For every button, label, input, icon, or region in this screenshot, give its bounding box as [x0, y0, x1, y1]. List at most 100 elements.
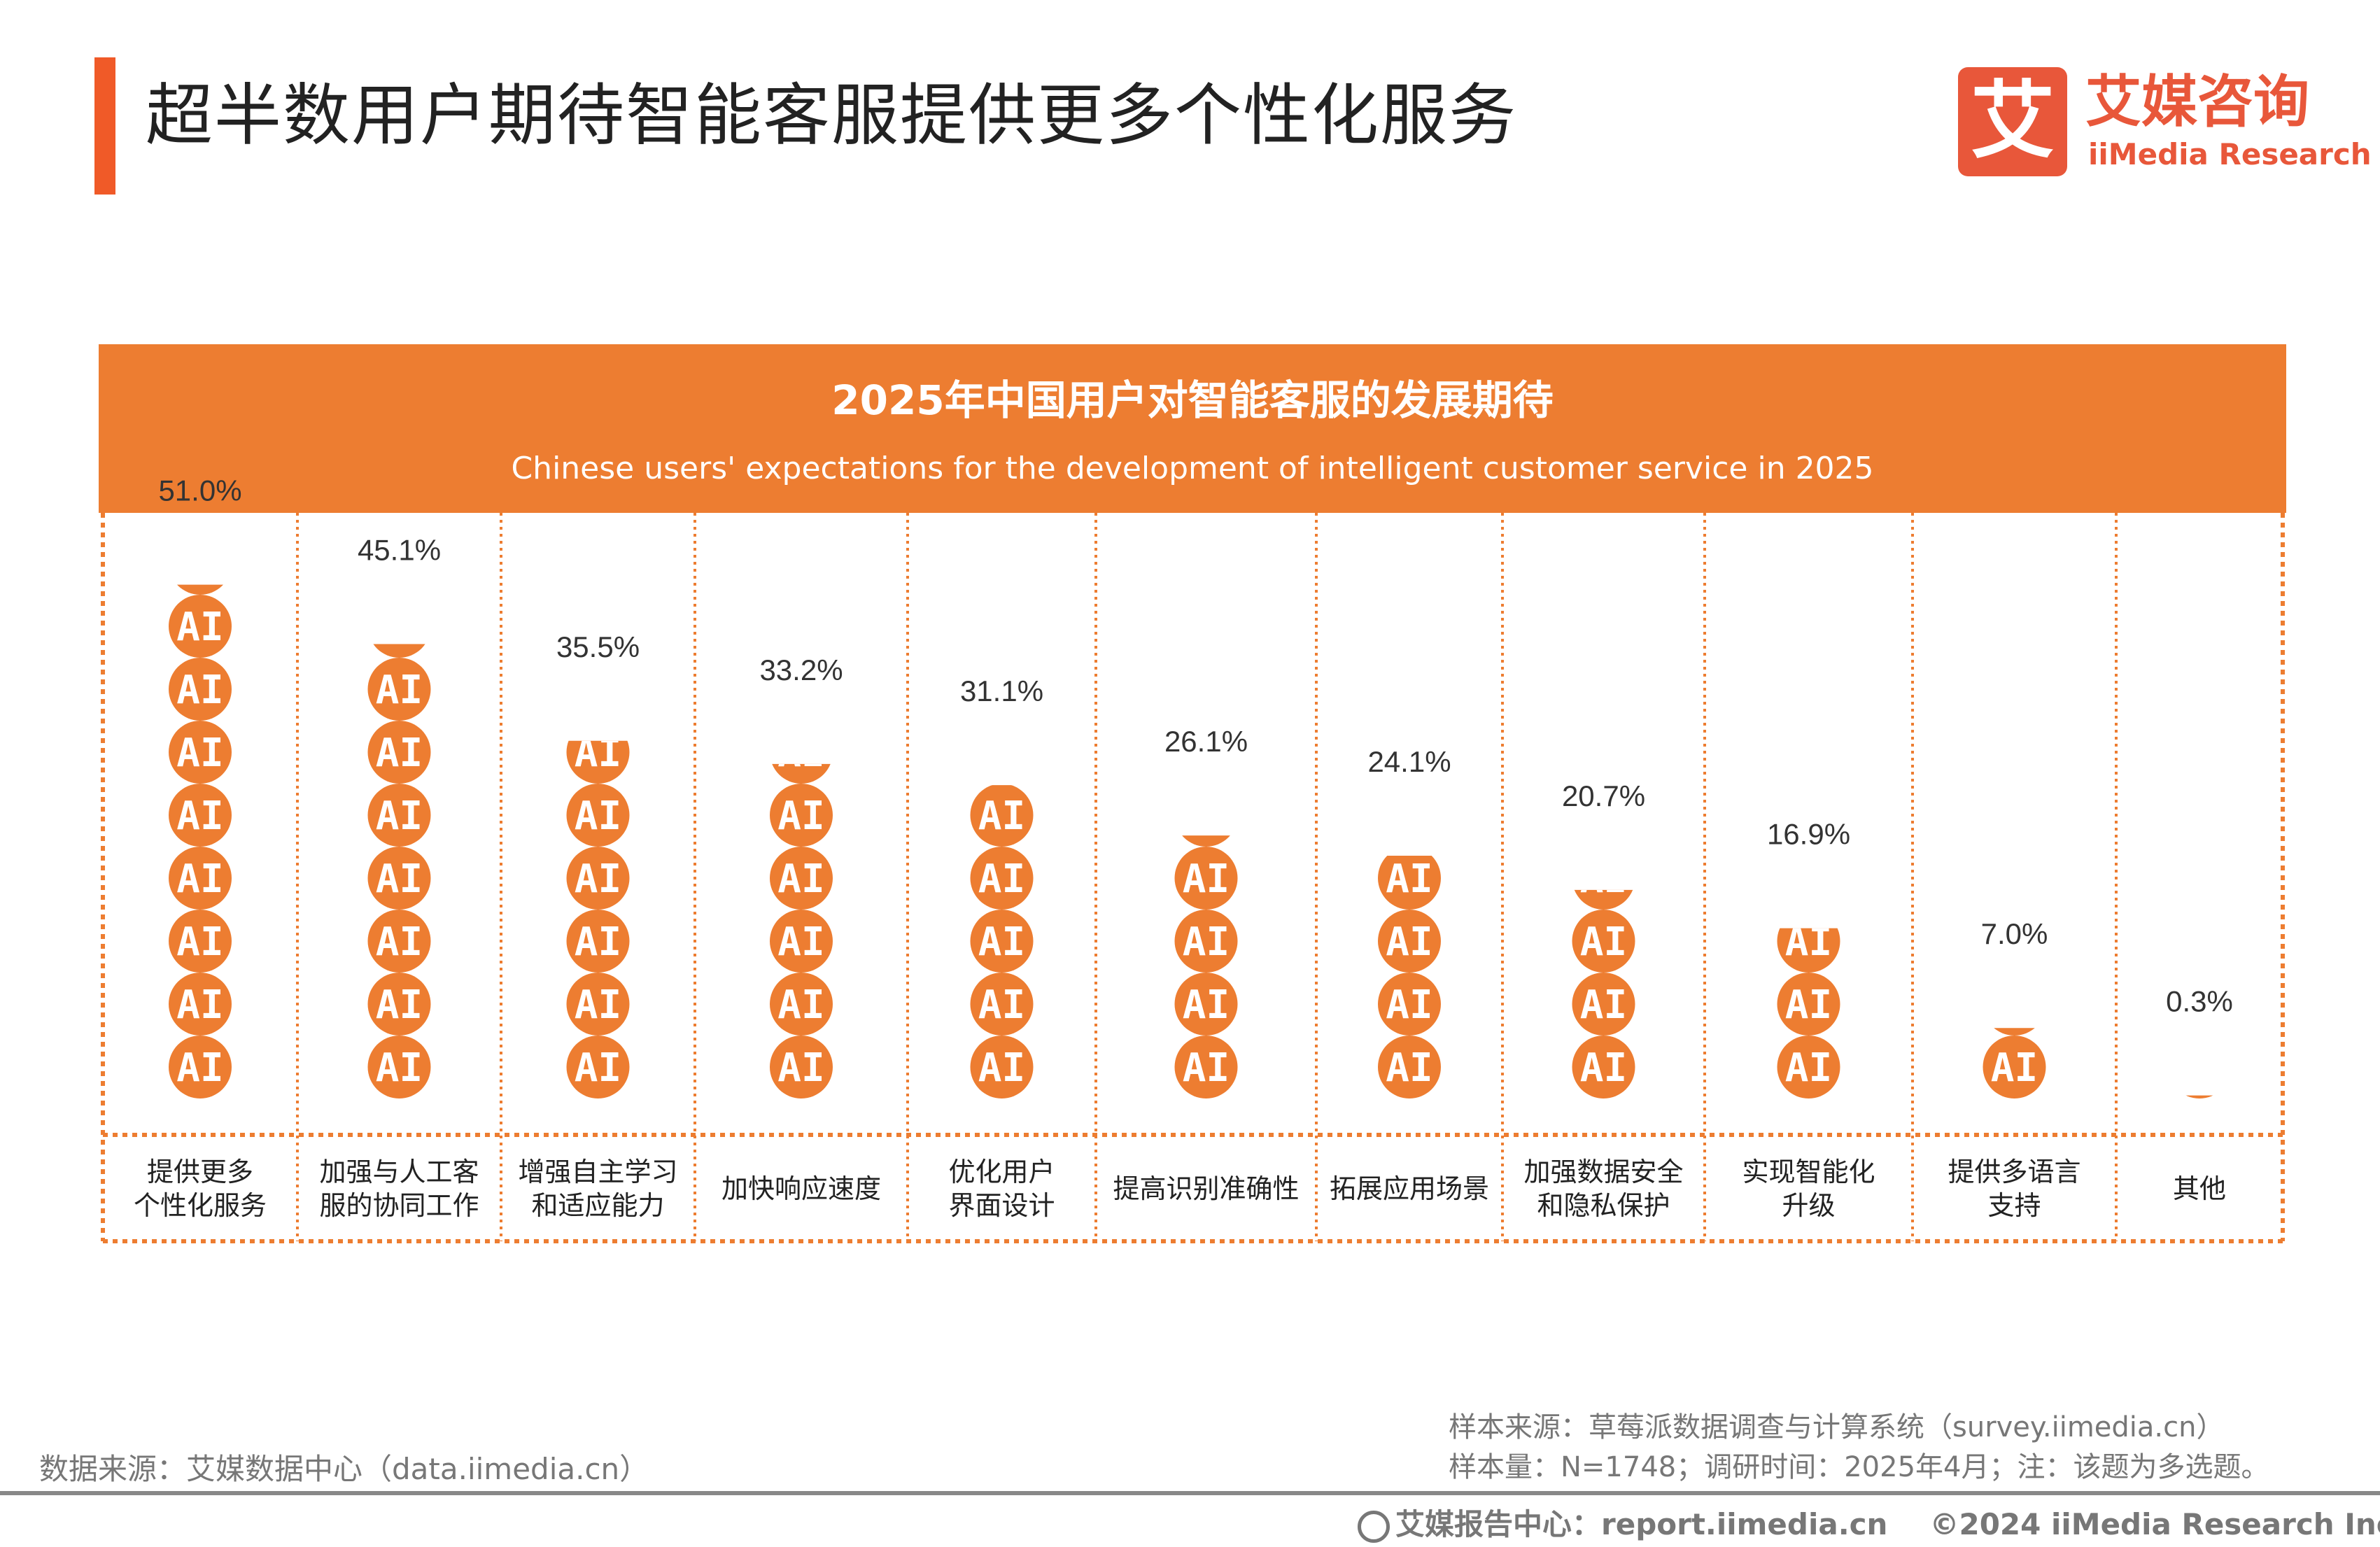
copyright: ©2024 iiMedia Research Inc [1929, 1507, 2380, 1541]
svg-text:AI: AI [376, 667, 423, 713]
ai-circle-icon: AI [169, 721, 232, 784]
svg-text:AI: AI [176, 793, 223, 839]
category-label: 界面设计 [948, 1190, 1055, 1221]
category-label: 加快响应速度 [721, 1173, 881, 1204]
ai-circle-icon: AI [367, 973, 431, 1036]
ai-circle-icon: AI [970, 973, 1034, 1036]
ai-circle-icon: AI [1378, 855, 1441, 910]
value-label: 7.0% [1981, 917, 2048, 950]
category-label: 提供更多 [147, 1157, 253, 1187]
footer: 艾媒报告中心：report.iimedia.cn ©2024 iiMedia Re… [1358, 1501, 2380, 1544]
svg-text:AI: AI [777, 982, 824, 1028]
ai-circle-icon: AI [772, 763, 831, 784]
ai-circle-icon: AI [1174, 847, 1238, 910]
svg-text:AI: AI [978, 982, 1025, 1028]
ai-circle-icon: AI [1174, 1036, 1238, 1099]
svg-text:AI: AI [575, 919, 621, 965]
svg-text:AI: AI [1785, 982, 1832, 1028]
ai-circle-icon: AI [1777, 1036, 1840, 1099]
globe-icon [1358, 1510, 1390, 1543]
ai-circle-icon: AI [1378, 1036, 1441, 1099]
category-label: 加强数据安全 [1523, 1157, 1683, 1187]
ai-circle-icon: AI [367, 910, 431, 973]
category-label: 优化用户 [948, 1157, 1055, 1187]
svg-text:AI: AI [2176, 1045, 2223, 1091]
ai-circle-icon: AI [566, 1036, 630, 1099]
ai-circle-icon: AI [367, 784, 431, 847]
svg-text:AI: AI [777, 856, 824, 902]
svg-text:AI: AI [1386, 1045, 1432, 1091]
ai-circle-icon: AI [169, 658, 232, 721]
page-title: 超半数用户期待智能客服提供更多个性化服务 [146, 76, 1517, 155]
ai-circle-icon: AI [566, 730, 630, 784]
sample-notes: 样本来源：草莓派数据调查与计算系统（survey.iimedia.cn） 样本量… [1449, 1408, 2269, 1488]
svg-text:AI: AI [376, 730, 423, 776]
ai-circle-icon: AI [169, 1036, 232, 1099]
svg-text:AI: AI [176, 919, 223, 965]
category-label: 拓展应用场景 [1330, 1173, 1489, 1204]
ai-circle-icon: AI [770, 1036, 833, 1099]
svg-text:AI: AI [575, 1045, 621, 1091]
category-label: 和适应能力 [531, 1190, 664, 1221]
svg-text:AI: AI [376, 919, 423, 965]
svg-text:AI: AI [978, 1045, 1025, 1091]
category-label: 加强与人工客 [319, 1157, 479, 1187]
ai-circle-icon: AI [373, 644, 425, 658]
ai-circle-icon: AI [1174, 973, 1238, 1036]
svg-text:AI: AI [1386, 919, 1432, 965]
svg-text:AI: AI [176, 667, 223, 713]
ai-circle-icon: AI [566, 784, 630, 847]
ai-circle-icon: AI [1777, 973, 1840, 1036]
svg-text:AI: AI [376, 1045, 423, 1091]
svg-text:AI: AI [1580, 856, 1627, 902]
svg-text:AI: AI [176, 542, 223, 587]
footer-divider [0, 1491, 2380, 1495]
svg-text:AI: AI [1386, 982, 1432, 1028]
svg-text:AI: AI [1183, 919, 1230, 965]
svg-text:AI: AI [376, 856, 423, 902]
value-label: 0.3% [2166, 985, 2233, 1018]
chart-title: 2025年中国用户对智能客服的发展期待 [831, 376, 1554, 424]
value-label: 16.9% [1767, 818, 1850, 851]
ai-circle-icon: AI [1378, 910, 1441, 973]
svg-text:AI: AI [1991, 982, 2038, 1028]
ai-circle-icon: AI [566, 910, 630, 973]
svg-text:AI: AI [777, 1045, 824, 1091]
value-label: 35.5% [556, 630, 640, 663]
category-label: 提高识别准确性 [1113, 1173, 1299, 1204]
svg-text:AI: AI [978, 919, 1025, 965]
category-label: 其他 [2173, 1173, 2226, 1204]
svg-text:AI: AI [176, 856, 223, 902]
ai-circle-icon: AI [770, 847, 833, 910]
value-label: 51.0% [158, 474, 241, 507]
ai-circle-icon: AI [770, 973, 833, 1036]
sample-source: 样本来源：草莓派数据调查与计算系统（survey.iimedia.cn） [1449, 1411, 2225, 1443]
ai-circle-icon: AI [1174, 910, 1238, 973]
category-label: 提供多语言 [1948, 1157, 2080, 1187]
category-label: 支持 [1987, 1190, 2041, 1221]
svg-text:AI: AI [176, 605, 223, 650]
svg-text:AI: AI [978, 793, 1025, 839]
data-source: 数据来源：艾媒数据中心（data.iimedia.cn） [39, 1452, 649, 1486]
category-label: 和隐私保护 [1537, 1190, 1670, 1221]
svg-text:AI: AI [376, 982, 423, 1028]
svg-text:AI: AI [376, 793, 423, 839]
logo: 艾 艾媒咨询 iiMedia Research [1958, 67, 2372, 179]
svg-text:AI: AI [575, 793, 621, 839]
ai-circle-icon: AI [169, 595, 232, 658]
ai-circle-icon: AI [970, 785, 1034, 847]
svg-text:AI: AI [1183, 1045, 1230, 1091]
report-center-link[interactable]: 艾媒报告中心：report.iimedia.cn [1395, 1507, 1888, 1541]
svg-text:AI: AI [575, 982, 621, 1028]
ai-circle-icon: AI [1574, 856, 1633, 910]
ai-circle-icon: AI [1572, 973, 1635, 1036]
value-label: 33.2% [759, 654, 843, 686]
sample-info: 样本量：N=1748；调研时间：2025年4月；注：该题为多选题。 [1449, 1451, 2269, 1483]
svg-text:AI: AI [575, 730, 621, 776]
ai-circle-icon: AI [566, 847, 630, 910]
logo-en-text: iiMedia Research [2088, 137, 2372, 171]
category-label: 升级 [1782, 1190, 1835, 1221]
value-label: 26.1% [1164, 725, 1248, 758]
svg-text:AI: AI [1183, 856, 1230, 902]
svg-text:AI: AI [978, 856, 1025, 902]
